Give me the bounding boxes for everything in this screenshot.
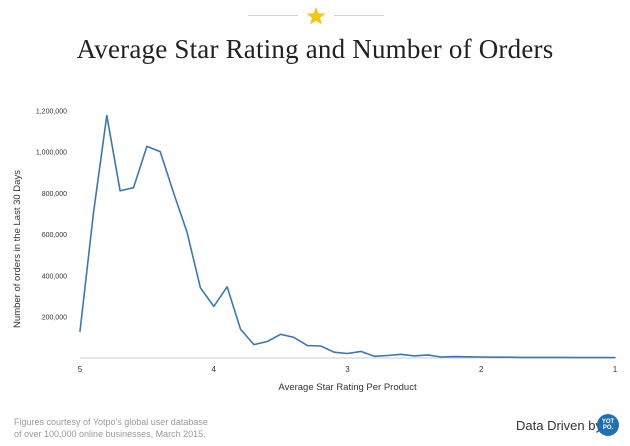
y-tick-label: 200,000: [42, 315, 67, 322]
brand-text: Data Driven by: [516, 418, 602, 433]
yotpo-logo-text: YOT PO.: [601, 419, 615, 431]
x-tick-label: 4: [212, 365, 217, 374]
x-axis-title: Average Star Rating Per Product: [278, 382, 417, 393]
star-icon: [306, 7, 326, 25]
x-tick-label: 3: [345, 365, 350, 374]
chart-title: Average Star Rating and Number of Orders: [76, 34, 554, 64]
y-tick-label: 1,200,000: [36, 108, 67, 115]
decoration-line-left: [248, 15, 298, 16]
source-note: Figures courtesy of Yotpo's global user …: [14, 416, 208, 440]
y-tick-label: 600,000: [42, 232, 67, 239]
x-tick-label: 2: [479, 365, 484, 374]
y-tick-label: 1,000,000: [36, 150, 67, 157]
y-axis-title: Number of orders in the Last 30 Days: [12, 170, 23, 328]
y-tick-label: 400,000: [42, 273, 67, 280]
series-line: [79, 114, 616, 359]
yotpo-logo-icon[interactable]: YOT PO.: [597, 414, 619, 436]
source-note-line-1: Figures courtesy of Yotpo's global user …: [14, 417, 208, 427]
title-decoration: [0, 6, 630, 26]
y-tick-label: 800,000: [42, 191, 67, 198]
x-tick-label: 1: [613, 365, 618, 374]
decoration-line-right: [334, 15, 384, 16]
source-note-line-2: of over 100,000 online businesses, March…: [14, 429, 206, 439]
x-tick-label: 5: [78, 365, 83, 374]
